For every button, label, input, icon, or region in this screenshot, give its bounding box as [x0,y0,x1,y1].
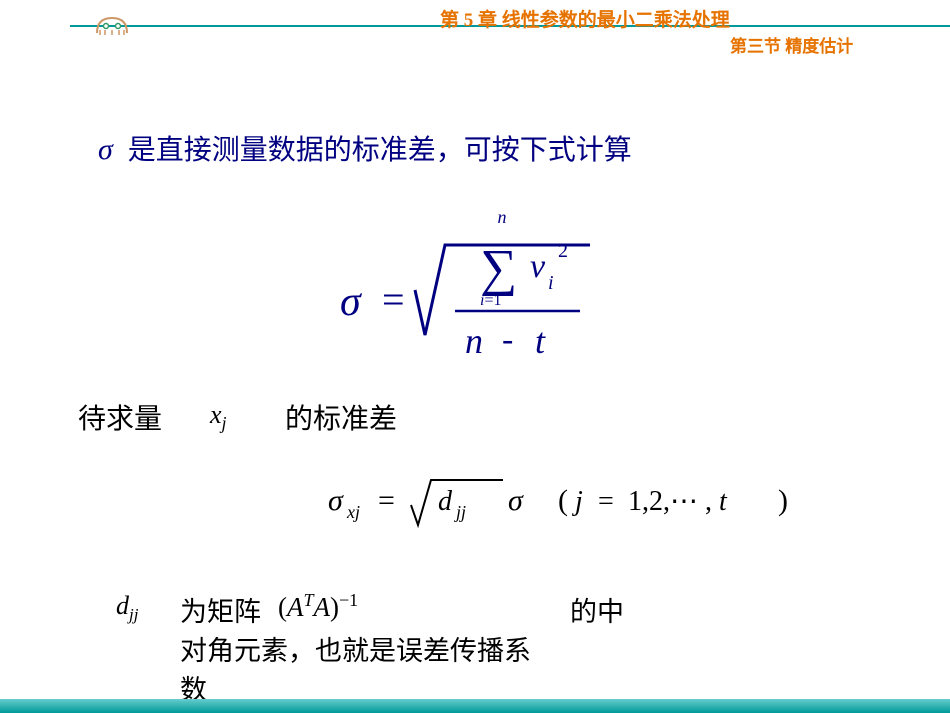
f2-eq: = [378,484,395,517]
text-std-dev: 的标准差 [285,397,397,437]
f2-d: d [438,486,453,517]
f2-sigma2: σ [508,484,524,517]
f1-n: n [465,321,483,361]
matrix-expression: (ATA)−1 [278,590,358,623]
f2-close: ) [778,484,788,517]
f1-sum-upper: n [498,207,507,227]
text-in: 的中 [570,590,624,629]
f1-v: v [530,248,546,285]
f1-minus: - [502,321,513,358]
f2-rangeeq: = [598,486,614,517]
text-diagonal: 对角元素，也就是误差传播系 [180,629,531,668]
header-ornament-icon [92,8,132,38]
formula-sigma: σ = n ∑ i=1 v i 2 n - t [330,205,630,375]
f2-djj: jj [454,502,466,522]
formula-sigma-xj: σ xj = d jj σ ( j = 1,2,⋯ , t ) [328,470,828,540]
f2-sub: xj [346,502,360,522]
chapter-title: 第 5 章 线性参数的最小二乘法处理 [440,5,730,32]
f2-open: ( [558,484,568,517]
f2-vals: 1,2,⋯ , t [628,486,728,517]
sum-icon: ∑ [480,240,517,297]
text-pending-quantity: 待求量 [78,397,162,437]
f1-sq: 2 [558,240,568,262]
footer-bar [0,699,950,713]
djj-label: djj [116,591,138,625]
f2-sigma: σ [328,484,344,517]
section-title: 第三节 精度估计 [730,32,853,57]
f2-j: j [572,486,583,517]
intro-text: 是直接测量数据的标准差，可按下式计算 [128,135,632,166]
f1-eq: = [382,277,405,322]
f1-lhs: σ [340,279,363,325]
f1-t: t [535,321,546,361]
f1-vi: i [548,272,554,294]
xj-symbol: xj [210,400,227,434]
text-is-matrix: 为矩阵 [180,590,261,629]
f1-sum-lower: i=1 [480,292,501,309]
sigma-symbol: σ [98,133,113,166]
intro-line: σ 是直接测量数据的标准差，可按下式计算 [98,128,632,168]
